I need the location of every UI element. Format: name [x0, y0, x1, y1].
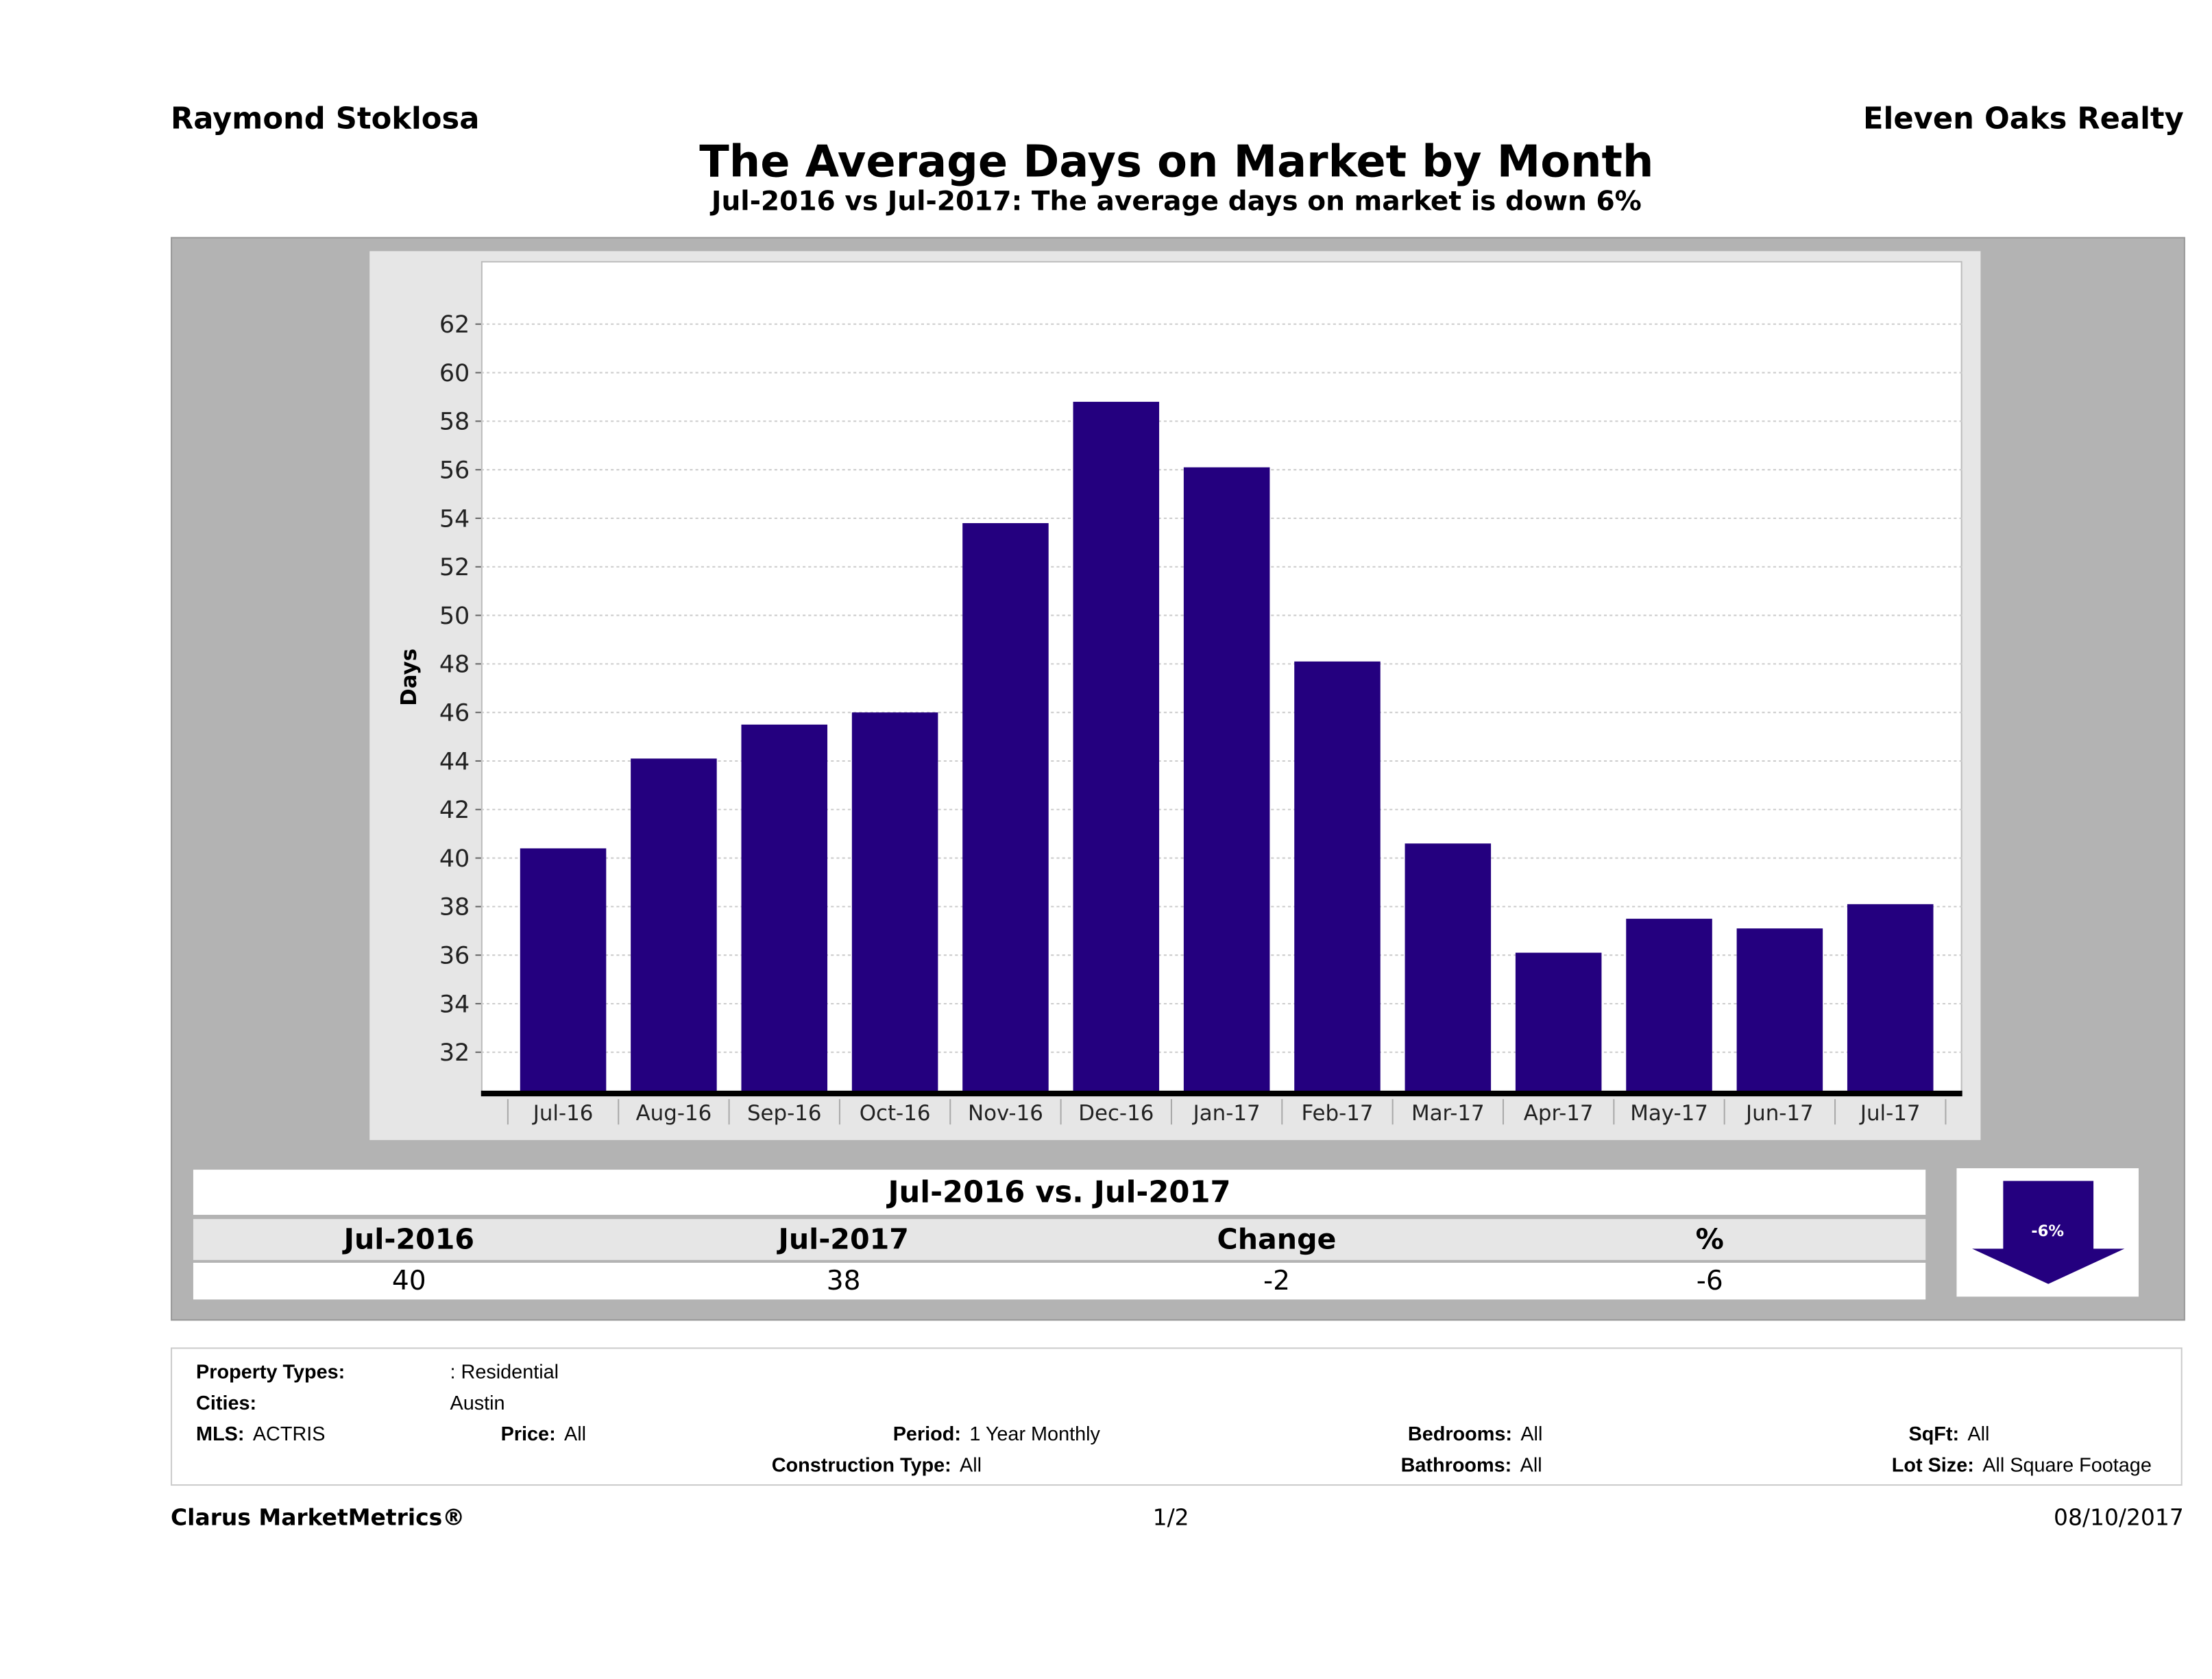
lot-size-label: Lot Size:	[1891, 1453, 1974, 1476]
bar-oct-16	[851, 712, 938, 1094]
y-tick-label: 34	[439, 991, 470, 1018]
down-arrow-icon	[1972, 1181, 2125, 1284]
summary-value-row: 40 38 -2 -6	[193, 1262, 1926, 1300]
filter-criteria: Property Types: : Residential Cities: Au…	[171, 1347, 2183, 1486]
y-axis-label: Days	[397, 649, 422, 706]
company-name: Eleven Oaks Realty	[1863, 101, 2184, 136]
filter-lot-size: Lot Size: All Square Footage	[1892, 1453, 2152, 1476]
x-tick-label: Oct-16	[860, 1101, 931, 1126]
x-tick-label: Jul-17	[1859, 1101, 1921, 1126]
y-tick-label: 48	[439, 651, 470, 679]
property-types-label: Property Types:	[196, 1360, 345, 1383]
bar-aug-16	[631, 758, 717, 1094]
bathrooms-value: All	[1520, 1453, 1542, 1476]
filter-construction-type: Construction Type: All	[772, 1453, 982, 1476]
x-tick-label: Jul-16	[532, 1101, 594, 1126]
value-jul-2017: 38	[826, 1266, 861, 1297]
summary-heading-row: Jul-2016 vs. Jul-2017	[193, 1170, 1926, 1215]
y-tick-label: 46	[439, 700, 470, 727]
construction-type-label: Construction Type:	[771, 1453, 951, 1476]
bar-jul-17	[1847, 904, 1934, 1094]
bar-mar-17	[1405, 843, 1492, 1094]
agent-name: Raymond Stoklosa	[171, 101, 480, 136]
bar-sep-16	[741, 724, 828, 1094]
y-tick-label: 54	[439, 505, 470, 533]
bathrooms-label: Bathrooms:	[1400, 1453, 1512, 1476]
value-jul-2016: 40	[391, 1266, 426, 1297]
cities-value: Austin	[450, 1391, 505, 1414]
value-change: -2	[1263, 1266, 1290, 1297]
bar-feb-17	[1294, 661, 1381, 1094]
y-tick-label: 62	[439, 311, 470, 339]
price-value: All	[564, 1422, 587, 1445]
mls-label: MLS:	[196, 1422, 245, 1445]
period-value: 1 Year Monthly	[969, 1422, 1100, 1445]
page-number: 1/2	[1152, 1503, 1189, 1531]
y-tick-label: 42	[439, 797, 470, 824]
summary-heading: Jul-2016 vs. Jul-2017	[888, 1175, 1231, 1209]
x-tick-label: Aug-16	[636, 1101, 712, 1126]
bar-dec-16	[1073, 402, 1160, 1094]
bar-apr-17	[1515, 952, 1602, 1094]
filter-bathrooms: Bathrooms: All	[1401, 1453, 1542, 1476]
col-change: Change	[1217, 1222, 1337, 1256]
col-jul-2017: Jul-2017	[778, 1222, 909, 1256]
summary-header-row: Jul-2016 Jul-2017 Change %	[193, 1219, 1926, 1260]
bedrooms-value: All	[1520, 1422, 1543, 1445]
page-subtitle: Jul-2016 vs Jul-2017: The average days o…	[711, 186, 1642, 217]
sqft-value: All	[1967, 1422, 1990, 1445]
page-title: The Average Days on Market by Month	[699, 136, 1654, 188]
sqft-label: SqFt:	[1908, 1422, 1960, 1445]
period-label: Period:	[892, 1422, 961, 1445]
cities-label: Cities:	[196, 1391, 257, 1414]
x-tick-label: Mar-17	[1411, 1101, 1485, 1126]
y-tick-label: 50	[439, 603, 470, 630]
y-tick-label: 32	[439, 1039, 470, 1067]
bar-jul-16	[520, 848, 607, 1094]
y-tick-label: 58	[439, 409, 470, 436]
filter-price: Price: All	[501, 1422, 586, 1445]
mls-value: ACTRIS	[252, 1422, 326, 1445]
col-jul-2016: Jul-2016	[343, 1222, 475, 1256]
y-tick-label: 52	[439, 554, 470, 581]
filter-bedrooms: Bedrooms: All	[1408, 1422, 1542, 1445]
col-percent: %	[1695, 1222, 1724, 1256]
bar-jun-17	[1736, 928, 1823, 1094]
lot-size-value: All Square Footage	[1982, 1453, 2152, 1476]
construction-type-value: All	[960, 1453, 982, 1476]
trend-arrow-box: -6%	[1956, 1168, 2139, 1297]
x-tick-label: May-17	[1630, 1101, 1708, 1126]
x-tick-label: Jan-17	[1192, 1101, 1261, 1126]
bedrooms-label: Bedrooms:	[1407, 1422, 1512, 1445]
y-tick-label: 36	[439, 943, 470, 970]
trend-arrow-label: -6%	[2031, 1222, 2065, 1240]
price-label: Price:	[500, 1422, 556, 1445]
y-tick-label: 44	[439, 748, 470, 775]
bar-may-17	[1626, 919, 1712, 1094]
report-date: 08/10/2017	[2053, 1503, 2184, 1531]
x-tick-label: Nov-16	[968, 1101, 1043, 1126]
y-tick-label: 60	[439, 360, 470, 387]
x-tick-label: Apr-17	[1524, 1101, 1594, 1126]
y-tick-label: 40	[439, 845, 470, 873]
filter-property-types: Property Types: : Residential	[196, 1360, 559, 1383]
x-tick-label: Dec-16	[1078, 1101, 1154, 1126]
bar-nov-16	[962, 523, 1049, 1094]
bar-jan-17	[1183, 467, 1270, 1094]
y-tick-label: 56	[439, 457, 470, 485]
x-tick-label: Jun-17	[1745, 1101, 1814, 1126]
filter-cities: Cities: Austin	[196, 1391, 505, 1414]
footer-brand: Clarus MarketMetrics®	[171, 1503, 465, 1531]
filter-period: Period: 1 Year Monthly	[893, 1422, 1100, 1445]
filter-sqft: SqFt: All	[1908, 1422, 1989, 1445]
y-tick-label: 38	[439, 894, 470, 921]
x-tick-label: Sep-16	[747, 1101, 822, 1126]
filter-mls: MLS: ACTRIS	[196, 1422, 325, 1445]
value-percent: -6	[1696, 1266, 1723, 1297]
x-tick-label: Feb-17	[1301, 1101, 1373, 1126]
property-types-value: : Residential	[450, 1360, 559, 1383]
